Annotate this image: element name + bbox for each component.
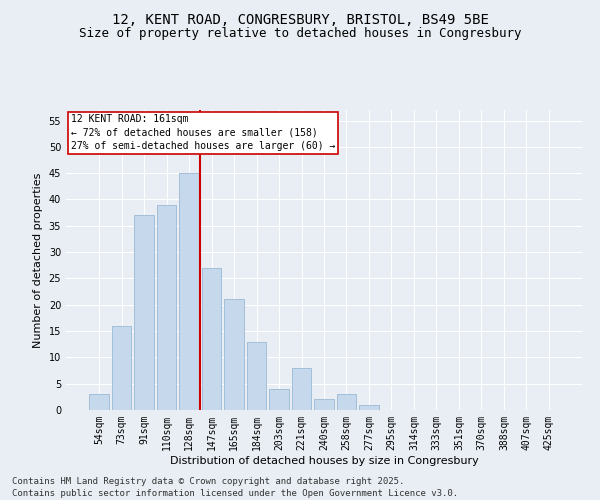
Bar [89, 394, 109, 410]
Bar [247, 342, 266, 410]
Text: 12 KENT ROAD: 161sqm
← 72% of detached houses are smaller (158)
27% of semi-deta: 12 KENT ROAD: 161sqm ← 72% of detached h… [71, 114, 335, 151]
Bar [269, 389, 289, 410]
Bar [337, 394, 356, 410]
X-axis label: Distribution of detached houses by size in Congresbury: Distribution of detached houses by size … [170, 456, 478, 466]
Bar [157, 204, 176, 410]
Bar [134, 216, 154, 410]
Y-axis label: Number of detached properties: Number of detached properties [33, 172, 43, 348]
Bar [292, 368, 311, 410]
Text: Size of property relative to detached houses in Congresbury: Size of property relative to detached ho… [79, 28, 521, 40]
Bar [202, 268, 221, 410]
Bar [359, 404, 379, 410]
Bar [112, 326, 131, 410]
Text: Contains HM Land Registry data © Crown copyright and database right 2025.
Contai: Contains HM Land Registry data © Crown c… [12, 476, 458, 498]
Bar [179, 173, 199, 410]
Bar [224, 300, 244, 410]
Text: 12, KENT ROAD, CONGRESBURY, BRISTOL, BS49 5BE: 12, KENT ROAD, CONGRESBURY, BRISTOL, BS4… [112, 12, 488, 26]
Bar [314, 400, 334, 410]
